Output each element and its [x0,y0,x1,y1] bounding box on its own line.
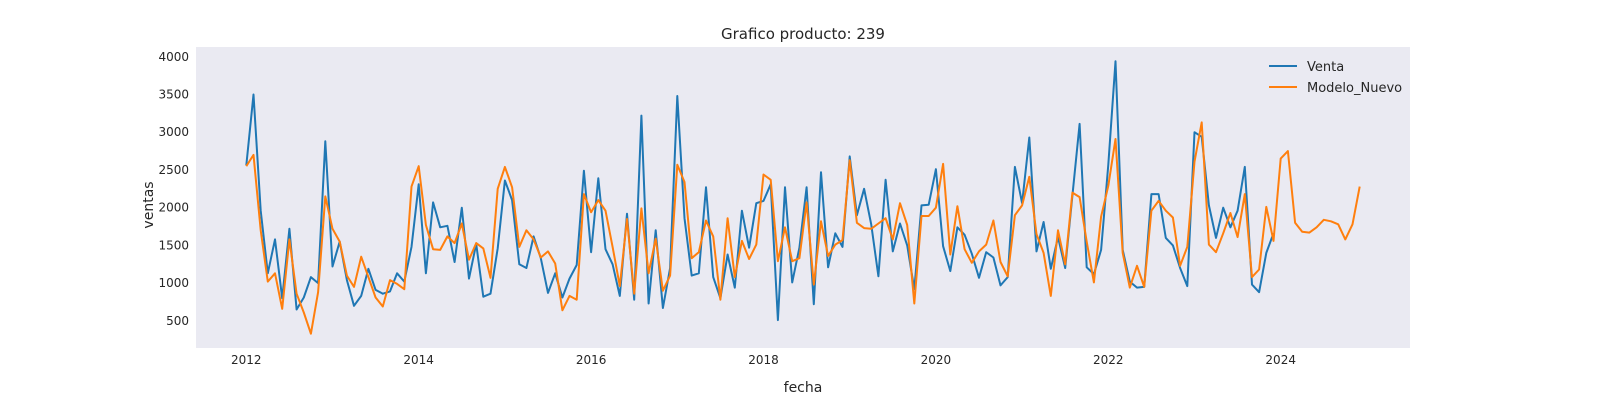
chart-title: Grafico producto: 239 [721,25,885,43]
legend-label: Venta [1307,60,1344,75]
y-tick-label: 500 [166,314,189,328]
y-tick-label: 2500 [158,163,189,177]
x-axis-label: fecha [784,380,823,396]
legend: Venta Modelo_Nuevo [1269,60,1402,96]
x-tick-label: 2022 [1093,353,1124,367]
legend-label: Modelo_Nuevo [1307,81,1402,96]
x-tick-label: 2020 [921,353,952,367]
x-tick-label: 2014 [403,353,434,367]
series-layer [245,60,1361,335]
y-tick-label: 3000 [158,125,189,139]
y-tick-label: 2000 [158,201,189,215]
y-axis-label: ventas [141,181,157,228]
plot-area [196,47,1410,348]
x-tick-label: 2024 [1265,353,1296,367]
y-tick-label: 1500 [158,238,189,252]
x-tick-label: 2012 [231,353,262,367]
x-tick-labels: 2012 2014 2016 2018 2020 2022 2024 [231,353,1296,367]
y-tick-label: 1000 [158,276,189,290]
y-tick-label: 3500 [158,88,189,102]
series-line-modelo-nuevo [245,121,1361,335]
y-tick-label: 4000 [158,50,189,64]
y-tick-labels: 500 1000 1500 2000 2500 3000 3500 4000 [158,50,189,328]
x-tick-label: 2016 [576,353,607,367]
x-tick-label: 2018 [748,353,779,367]
